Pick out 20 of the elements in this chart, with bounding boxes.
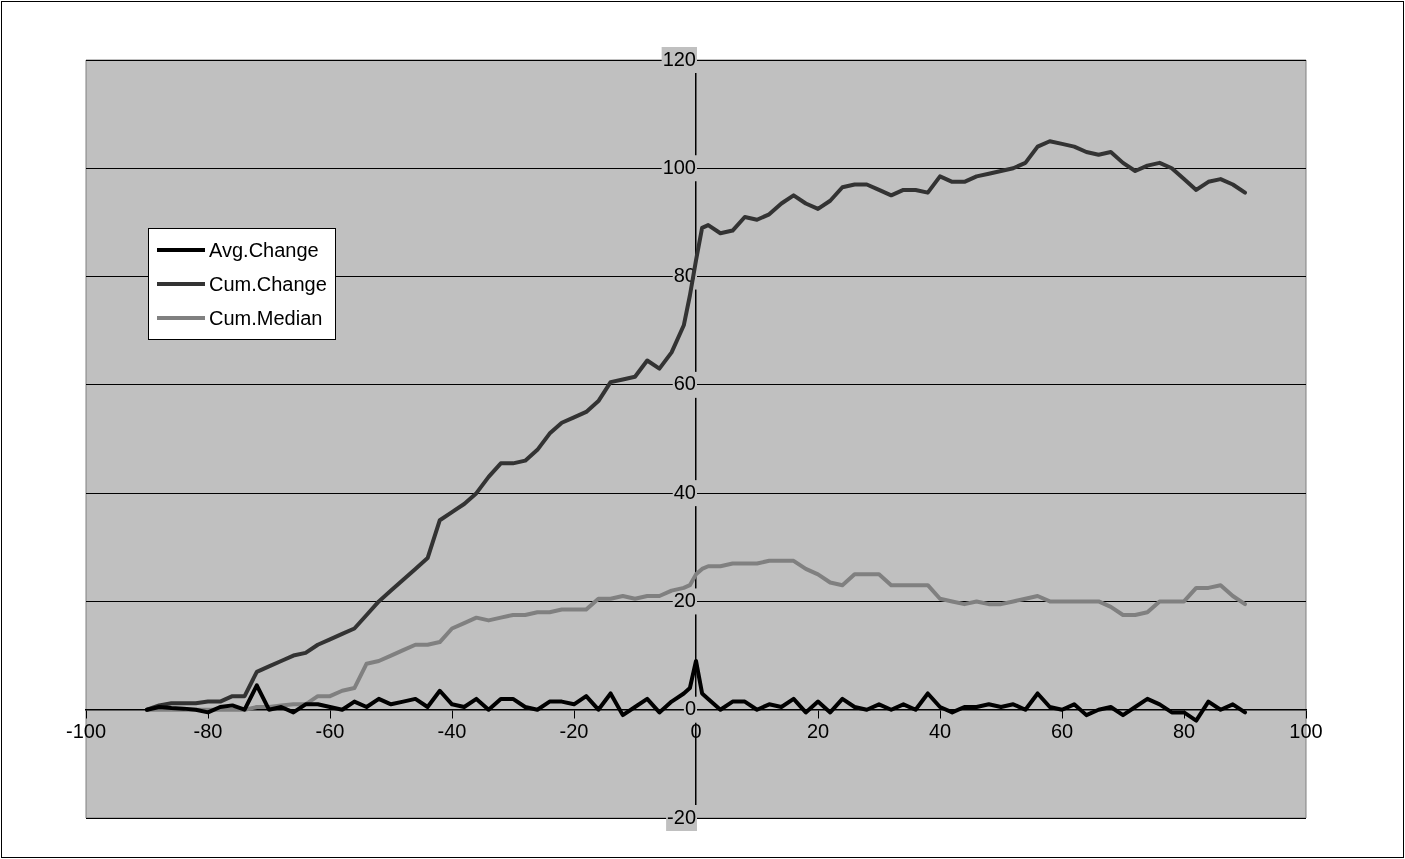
x-tick-label: 60 (1050, 720, 1074, 743)
y-tick-label: 20 (673, 588, 696, 611)
legend-label: Avg.Change (209, 238, 319, 262)
x-tick-label: 100 (1289, 720, 1323, 743)
y-tick-label: 120 (662, 47, 696, 70)
x-tick-label: -20 (559, 720, 589, 743)
x-tick-label: -80 (193, 720, 223, 743)
x-tick-label: -100 (65, 720, 107, 743)
x-tick-label: -40 (437, 720, 467, 743)
legend-label: Cum.Change (209, 272, 327, 296)
y-tick-label: 60 (673, 372, 696, 395)
y-tick-label: 100 (662, 155, 696, 178)
x-tick-label: -60 (315, 720, 345, 743)
legend-label: Cum.Median (209, 306, 323, 330)
y-tick-label: 0 (684, 697, 696, 720)
y-tick-label: -20 (667, 805, 696, 828)
x-tick-label: 20 (806, 720, 830, 743)
x-tick-label: 80 (1172, 720, 1196, 743)
x-tick-label: 40 (928, 720, 952, 743)
y-tick-label: 40 (673, 480, 696, 503)
